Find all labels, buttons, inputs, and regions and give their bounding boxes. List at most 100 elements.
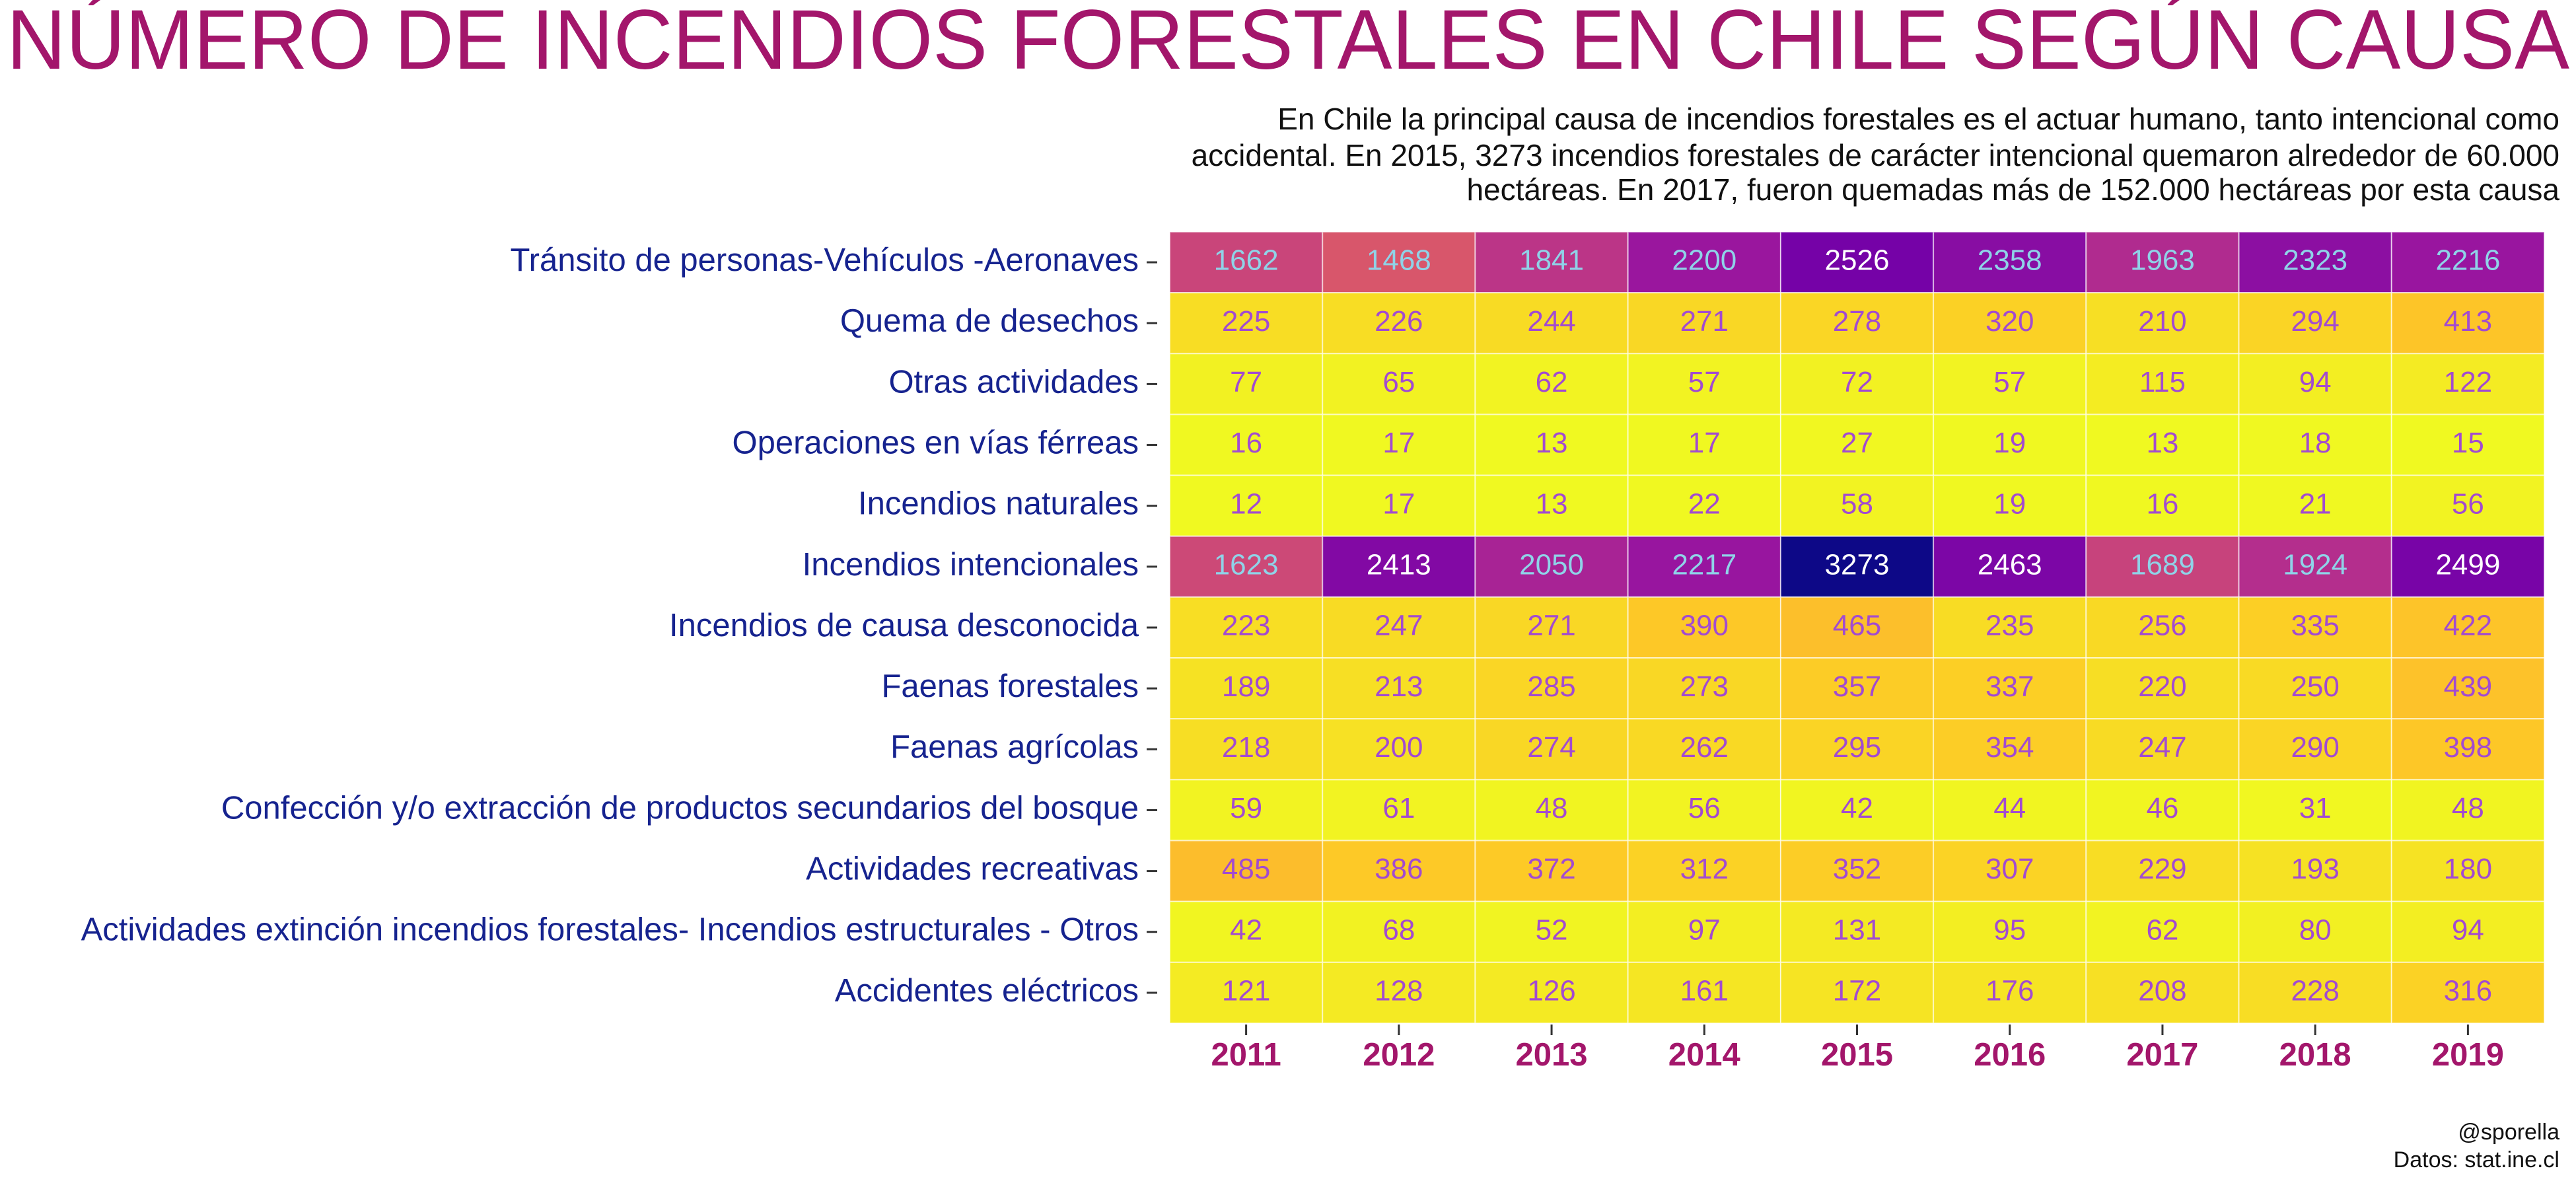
heatmap-cell (2238, 596, 2392, 659)
heatmap-cell (2238, 961, 2392, 1025)
cell-value: 316 (2444, 975, 2492, 1007)
cell-value: 2463 (1978, 548, 2042, 581)
cell-value: 229 (2138, 853, 2186, 885)
row-label: Quema de desechos (840, 303, 1139, 339)
heatmap-cell (1627, 657, 1781, 720)
heatmap-cell (1933, 718, 2087, 781)
cell-value: 115 (2139, 366, 2186, 398)
heatmap-cell (1933, 353, 2087, 415)
x-tick-label: 2019 (2432, 1037, 2504, 1073)
cell-value: 226 (1375, 305, 1423, 338)
heatmap-cell (1169, 353, 1324, 415)
cell-value: 19 (1993, 427, 2026, 459)
heatmap-cell (2390, 474, 2546, 537)
cell-value: 2217 (1672, 548, 1736, 581)
heatmap-cell (1322, 353, 1476, 415)
cell-value: 80 (2299, 914, 2332, 946)
cell-value: 44 (1993, 792, 2026, 824)
cell-value: 19 (1993, 487, 2026, 520)
x-tick-label: 2017 (2126, 1037, 2198, 1073)
row-label: Confección y/o extracción de productos s… (221, 790, 1139, 826)
cell-value: 12 (1230, 487, 1262, 520)
cell-value: 176 (1986, 975, 2034, 1007)
cell-value: 56 (2452, 487, 2484, 520)
row-label: Otras actividades (888, 364, 1139, 400)
subtitle-line: hectáreas. En 2017, fueron quemadas más … (1466, 172, 2559, 207)
cell-value: 193 (2291, 853, 2339, 885)
heatmap-cell (1933, 596, 2087, 659)
cell-value: 94 (2299, 366, 2332, 398)
cell-value: 126 (1527, 975, 1575, 1007)
cell-value: 225 (1222, 305, 1270, 338)
row-label: Faenas agrícolas (890, 729, 1139, 765)
heatmap-cell (2390, 961, 2546, 1025)
cell-value: 220 (2138, 670, 2186, 703)
cell-value: 1963 (2130, 244, 2195, 277)
row-label: Tránsito de personas-Vehículos -Aeronave… (511, 242, 1139, 278)
subtitle-line: En Chile la principal causa de incendios… (1277, 102, 2559, 136)
cell-value: 16 (2146, 487, 2178, 520)
cell-value: 2526 (1825, 244, 1890, 277)
x-tick-label: 2015 (1821, 1037, 1893, 1073)
heatmap-cell (2085, 292, 2240, 355)
cell-value: 61 (1382, 792, 1415, 824)
heatmap-cell (2238, 535, 2392, 598)
cell-value: 218 (1222, 731, 1270, 764)
cell-value: 200 (1375, 731, 1423, 764)
cell-value: 262 (1680, 731, 1729, 764)
heatmap-cell (2085, 535, 2240, 598)
cell-value: 1841 (1519, 244, 1584, 277)
heatmap-cell (1779, 961, 1935, 1025)
heatmap-cell (1627, 292, 1781, 355)
cell-value: 16 (1230, 427, 1262, 459)
heatmap-cell (1627, 414, 1781, 476)
cell-value: 48 (1536, 792, 1568, 824)
cell-value: 352 (1833, 853, 1881, 885)
cell-value: 2323 (2283, 244, 2347, 277)
row-label: Operaciones en vías férreas (732, 425, 1139, 460)
cell-value: 189 (1222, 670, 1270, 703)
cell-value: 57 (1993, 366, 2026, 398)
heatmap-cell (1627, 779, 1781, 842)
heatmap-cell (1933, 900, 2087, 963)
cell-value: 21 (2299, 487, 2332, 520)
cell-value: 17 (1688, 427, 1721, 459)
cell-value: 1662 (1214, 244, 1279, 277)
cell-value: 372 (1527, 853, 1575, 885)
caption: @sporella (2458, 1120, 2559, 1145)
cell-value: 294 (2291, 305, 2339, 338)
cell-value: 31 (2299, 792, 2332, 824)
cell-value: 210 (2138, 305, 2186, 338)
cell-value: 68 (1382, 914, 1415, 946)
heatmap-cell (1933, 292, 2087, 355)
heatmap-cell (1322, 535, 1476, 598)
heatmap-cell (1779, 353, 1935, 415)
cell-value: 208 (2138, 975, 2186, 1007)
cell-value: 15 (2452, 427, 2484, 459)
heatmap-cell (1933, 474, 2087, 537)
cell-value: 2200 (1672, 244, 1736, 277)
cell-value: 17 (1382, 487, 1415, 520)
heatmap-cell (1627, 961, 1781, 1025)
cell-value: 2216 (2435, 244, 2500, 277)
heatmap-cell (1627, 840, 1781, 902)
chart-title: NÚMERO DE INCENDIOS FORESTALES EN CHILE … (7, 0, 2570, 87)
row-label: Faenas forestales (882, 668, 1139, 704)
heatmap-cell (2085, 353, 2240, 415)
cell-value: 256 (2138, 610, 2186, 642)
cell-value: 18 (2299, 427, 2332, 459)
cell-value: 161 (1680, 975, 1729, 1007)
cell-value: 271 (1680, 305, 1729, 338)
heatmap-cell (2390, 353, 2546, 415)
heatmap-cell (1627, 596, 1781, 659)
caption: Datos: stat.ine.cl (2394, 1147, 2559, 1172)
heatmap-cell (2085, 474, 2240, 537)
heatmap-cell (1474, 657, 1629, 720)
cell-value: 235 (1986, 610, 2034, 642)
x-tick-label: 2013 (1516, 1037, 1588, 1073)
heatmap-cell (2238, 779, 2392, 842)
cell-value: 228 (2291, 975, 2339, 1007)
cell-value: 312 (1680, 853, 1729, 885)
cell-value: 390 (1680, 610, 1729, 642)
cell-value: 3273 (1825, 548, 1890, 581)
